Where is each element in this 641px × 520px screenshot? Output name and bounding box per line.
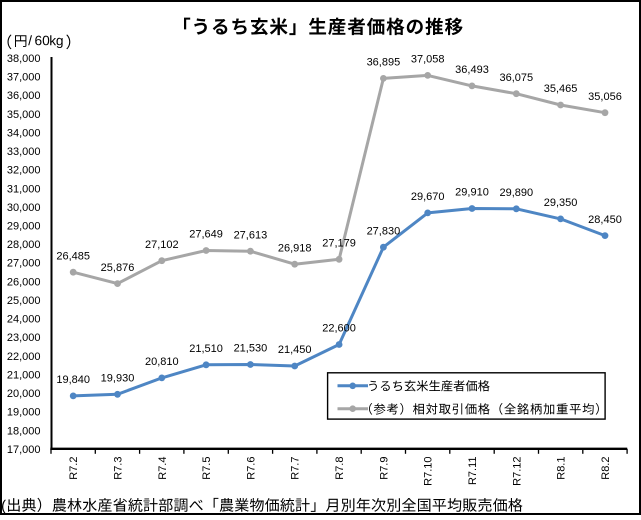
svg-text:26,000: 26,000 (7, 276, 41, 288)
svg-text:R7.11: R7.11 (467, 457, 479, 486)
svg-text:31,000: 31,000 (7, 183, 41, 195)
svg-text:21,530: 21,530 (234, 343, 268, 355)
svg-text:36,493: 36,493 (455, 64, 489, 76)
svg-text:R7.2: R7.2 (68, 457, 80, 480)
svg-text:27,830: 27,830 (367, 225, 401, 237)
svg-text:34,000: 34,000 (7, 127, 41, 139)
svg-text:21,450: 21,450 (278, 344, 312, 356)
svg-text:26,485: 26,485 (56, 250, 90, 262)
svg-text:R7.3: R7.3 (113, 457, 125, 480)
svg-text:27,613: 27,613 (234, 229, 268, 241)
svg-text:35,000: 35,000 (7, 109, 41, 121)
svg-text:21,510: 21,510 (189, 343, 223, 355)
svg-text:38,000: 38,000 (7, 53, 41, 65)
svg-text:27,649: 27,649 (189, 229, 223, 241)
svg-text:29,670: 29,670 (411, 191, 445, 203)
svg-text:36,000: 36,000 (7, 90, 41, 102)
svg-text:37,000: 37,000 (7, 72, 41, 84)
svg-text:R7.10: R7.10 (423, 457, 435, 486)
svg-text:21,000: 21,000 (7, 369, 41, 381)
svg-text:R7.12: R7.12 (511, 457, 523, 486)
svg-text:R7.4: R7.4 (157, 457, 169, 480)
svg-text:30,000: 30,000 (7, 202, 41, 214)
svg-text:37,058: 37,058 (411, 54, 445, 66)
svg-text:19,840: 19,840 (56, 374, 90, 386)
svg-text:26,918: 26,918 (278, 242, 312, 254)
svg-text:R7.7: R7.7 (290, 457, 302, 480)
svg-text:36,895: 36,895 (367, 57, 401, 69)
svg-text:35,465: 35,465 (544, 83, 578, 95)
svg-text:27,000: 27,000 (7, 258, 41, 270)
svg-text:20,000: 20,000 (7, 388, 41, 400)
svg-text:20,810: 20,810 (145, 356, 179, 368)
svg-text:29,910: 29,910 (455, 187, 489, 199)
svg-text:23,000: 23,000 (7, 332, 41, 344)
svg-text:36,075: 36,075 (499, 72, 533, 84)
svg-text:22,000: 22,000 (7, 351, 41, 363)
svg-text:29,890: 29,890 (499, 187, 533, 199)
svg-text:17,000: 17,000 (7, 444, 41, 456)
svg-text:R7.9: R7.9 (378, 457, 390, 480)
svg-text:18,000: 18,000 (7, 425, 41, 437)
svg-text:29,350: 29,350 (544, 197, 578, 209)
svg-text:19,930: 19,930 (101, 373, 135, 385)
svg-text:28,000: 28,000 (7, 239, 41, 251)
svg-text:24,000: 24,000 (7, 314, 41, 326)
svg-text:R7.6: R7.6 (245, 457, 257, 480)
svg-text:28,450: 28,450 (588, 214, 622, 226)
svg-text:25,876: 25,876 (101, 262, 135, 274)
svg-text:32,000: 32,000 (7, 165, 41, 177)
svg-text:27,179: 27,179 (322, 238, 356, 250)
svg-text:19,000: 19,000 (7, 407, 41, 419)
svg-text:25,000: 25,000 (7, 295, 41, 307)
svg-text:R7.5: R7.5 (201, 457, 213, 480)
svg-text:27,102: 27,102 (145, 239, 179, 251)
svg-text:R8.1: R8.1 (556, 457, 568, 480)
svg-text:35,056: 35,056 (588, 91, 622, 103)
svg-text:33,000: 33,000 (7, 146, 41, 158)
svg-text:22,600: 22,600 (322, 323, 356, 335)
svg-text:R8.2: R8.2 (600, 457, 612, 480)
svg-text:29,000: 29,000 (7, 221, 41, 233)
svg-text:R7.8: R7.8 (334, 457, 346, 480)
